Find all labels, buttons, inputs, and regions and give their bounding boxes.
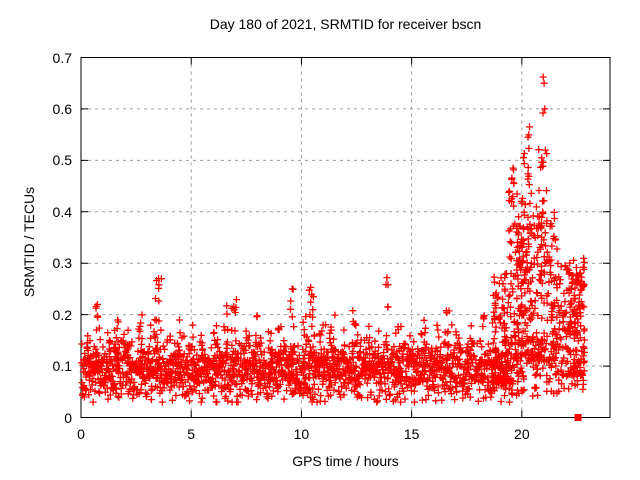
x-tick-label: 0: [77, 426, 85, 442]
plot-border: [80, 57, 611, 418]
end-marker-square: [574, 414, 582, 421]
x-tick-label: 20: [514, 426, 530, 442]
x-tick-label: 15: [403, 426, 420, 442]
y-tick-label: 0.3: [52, 255, 72, 272]
axis-ticks: [80, 57, 610, 418]
x-axis-label: GPS time / hours: [292, 453, 399, 469]
y-tick-label: 0.4: [52, 203, 72, 220]
scatter-points: [78, 73, 588, 406]
y-tick-label: 0.1: [52, 358, 72, 375]
y-tick-label: 0.5: [52, 152, 72, 169]
chart-title: Day 180 of 2021, SRMTID for receiver bsc…: [209, 16, 482, 32]
y-tick-label: 0.7: [52, 49, 72, 66]
y-tick-label: 0: [64, 409, 72, 426]
y-tick-label: 0.6: [52, 100, 72, 117]
x-tick-label: 5: [187, 426, 196, 442]
x-tick-label: 10: [293, 426, 310, 442]
y-tick-label: 0.2: [52, 306, 72, 323]
